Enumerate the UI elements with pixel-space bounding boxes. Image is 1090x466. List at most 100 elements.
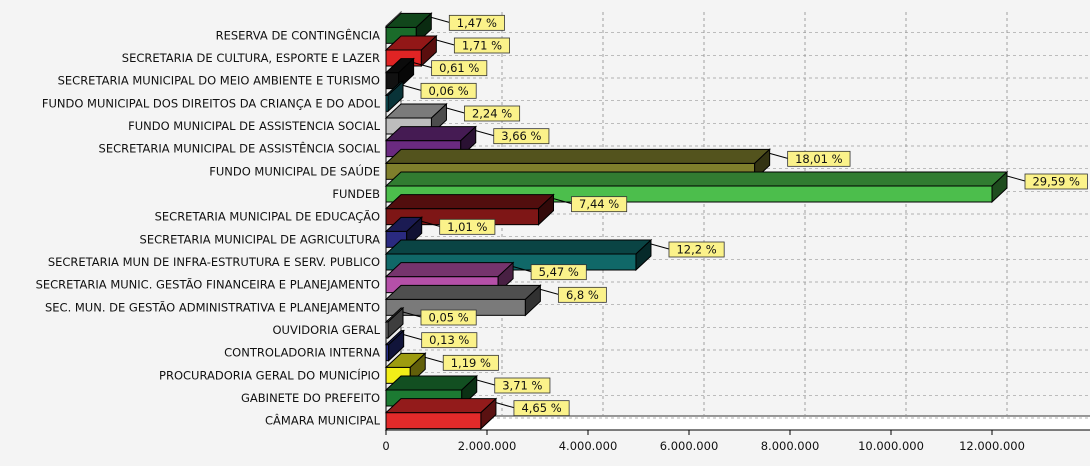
- category-label: SECRETARIA MUNICIPAL DE EDUCAÇÃO: [155, 209, 380, 224]
- data-label-leader: [402, 84, 422, 91]
- data-label-leader: [1006, 175, 1026, 182]
- data-label-box: [431, 60, 488, 77]
- data-label-box: [668, 241, 725, 258]
- data-label-box: [494, 377, 551, 394]
- bar-side: [387, 80, 404, 113]
- data-label: 0,05 %: [428, 311, 468, 325]
- data-label-leader: [436, 39, 455, 46]
- x-tick-label: 6.000.000: [660, 439, 719, 453]
- category-label: SEC. MUN. DE GESTÃO ADMINISTRATIVA E PLA…: [45, 299, 380, 314]
- bar-top: [384, 375, 479, 391]
- category-label: RESERVA DE CONTINGÊNCIA: [216, 27, 381, 42]
- data-label-box: [493, 128, 550, 145]
- bar-top: [384, 171, 1009, 187]
- bar-top: [384, 194, 555, 210]
- data-label-leader: [413, 62, 432, 69]
- data-label-box: [439, 218, 496, 235]
- category-label: FUNDO MUNICIPAL DE SAÚDE: [209, 163, 380, 178]
- data-label: 29,59 %: [1032, 175, 1080, 189]
- bar-side: [480, 397, 497, 430]
- bar: [384, 397, 498, 430]
- data-label-box: [787, 150, 851, 167]
- data-label-box: [557, 286, 607, 303]
- data-label-leader: [431, 16, 450, 23]
- data-label-box: [420, 82, 477, 99]
- data-label: 5,47 %: [539, 265, 579, 279]
- bar-side: [420, 34, 437, 68]
- data-label-box: [571, 196, 628, 213]
- x-tick-label: 2.000.000: [458, 439, 517, 453]
- data-label: 0,06 %: [428, 84, 468, 98]
- data-label: 1,19 %: [451, 356, 491, 370]
- data-label: 1,01 %: [447, 220, 487, 234]
- data-label-leader: [495, 402, 515, 409]
- category-label: GABINETE DO PREFEITO: [241, 391, 380, 405]
- category-label: SECRETARIA MUNIC. GESTÃO FINANCEIRA E PL…: [36, 277, 380, 292]
- bar-side: [635, 238, 652, 272]
- x-tick-label: 8.000.000: [761, 439, 820, 453]
- data-label-leader: [769, 152, 788, 159]
- bar-top: [384, 284, 542, 300]
- category-label: CONTROLADORIA INTERNA: [224, 346, 380, 360]
- bar-top: [384, 148, 771, 164]
- category-label: SECRETARIA DE CULTURA, ESPORTE E LAZER: [122, 51, 380, 65]
- data-label-box: [1024, 173, 1088, 190]
- bar-side: [991, 170, 1008, 204]
- bar: [384, 34, 438, 68]
- category-label: PROCURADORIA GERAL DO MUNICÍPIO: [159, 367, 380, 382]
- category-label: FUNDO MUNICIPAL DOS DIREITOS DA CRIANÇA …: [42, 96, 381, 110]
- bar: [384, 306, 405, 340]
- data-label-box: [448, 14, 505, 31]
- x-tick-label: 0: [382, 439, 389, 453]
- data-label: 7,44 %: [579, 197, 619, 211]
- data-label: 0,13 %: [429, 333, 469, 347]
- bar: [384, 193, 555, 226]
- data-label: 2,24 %: [472, 107, 512, 121]
- category-label: SECRETARIA MUNICIPAL DE ASSISTÊNCIA SOCI…: [99, 141, 381, 156]
- data-label: 1,71 %: [462, 39, 502, 53]
- data-label-leader: [402, 311, 422, 318]
- data-label-box: [530, 264, 587, 281]
- data-label: 12,2 %: [676, 243, 716, 257]
- data-label-leader: [540, 288, 559, 295]
- bar-top: [384, 239, 653, 255]
- data-label-leader: [553, 198, 572, 205]
- data-label: 3,66 %: [501, 129, 541, 143]
- data-label: 6,8 %: [566, 288, 599, 302]
- bar-top: [384, 262, 515, 278]
- data-label-leader: [403, 334, 422, 341]
- category-label: OUVIDORIA GERAL: [272, 323, 380, 337]
- bar: [384, 80, 405, 113]
- data-label-leader: [421, 220, 440, 227]
- data-label: 18,01 %: [795, 152, 843, 166]
- bar-side: [387, 306, 404, 340]
- category-label: SECRETARIA MUNICIPAL DE AGRICULTURA: [140, 232, 381, 246]
- data-label-leader: [476, 379, 495, 386]
- data-label: 1,47 %: [457, 16, 497, 30]
- category-label: CÂMARA MUNICIPAL: [265, 413, 381, 428]
- bar-side: [524, 284, 541, 317]
- bar-front: [385, 412, 482, 430]
- x-tick-label: 12.000.000: [959, 439, 1025, 453]
- data-label-box: [420, 309, 477, 326]
- category-label: SECRETARIA MUN DE INFRA-ESTRUTURA E SERV…: [48, 255, 380, 269]
- data-label-box: [421, 332, 478, 349]
- bar-side: [388, 329, 405, 362]
- category-label: FUNDO MUNICIPAL DE ASSISTENCIA SOCIAL: [128, 119, 380, 133]
- category-label: FUNDEB: [332, 187, 380, 201]
- bar: [384, 352, 427, 385]
- data-label: 0,61 %: [439, 61, 479, 75]
- data-label-leader: [650, 243, 670, 250]
- data-label: 3,71 %: [502, 379, 542, 393]
- data-label-leader: [475, 130, 494, 137]
- category-label: SECRETARIA MUNICIPAL DO MEIO AMBIENTE E …: [58, 74, 380, 88]
- data-label-leader: [425, 356, 444, 363]
- x-tick-label: 10.000.000: [858, 439, 924, 453]
- data-label-box: [453, 37, 510, 54]
- bar-top: [384, 398, 498, 414]
- x-tick-label: 4.000.000: [559, 439, 618, 453]
- data-label-box: [513, 400, 570, 417]
- data-label-box: [464, 105, 521, 122]
